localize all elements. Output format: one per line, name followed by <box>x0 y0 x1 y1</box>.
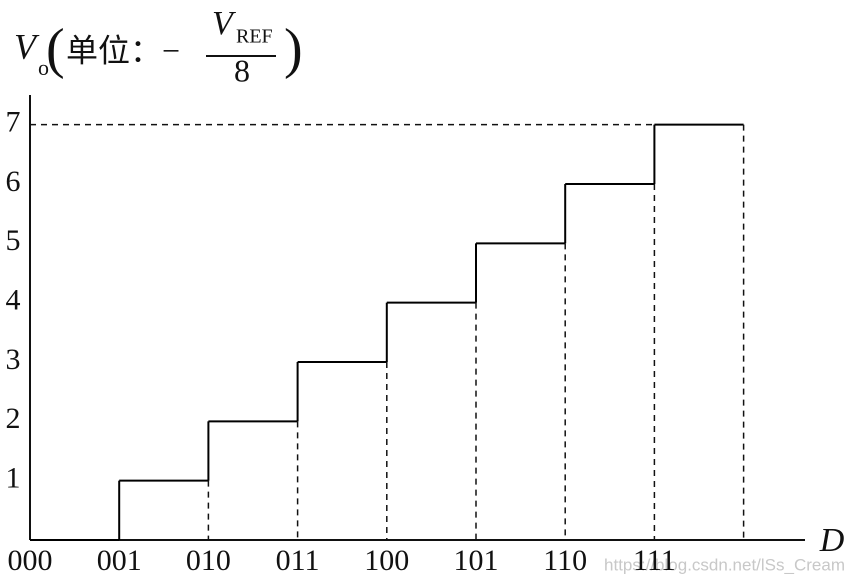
y-label-unit-numerator-subscript: REF <box>236 26 273 48</box>
x-tick-label: 101 <box>454 544 499 577</box>
x-tick-label: 100 <box>364 544 409 577</box>
y-tick-label: 2 <box>6 402 21 435</box>
paren: ) <box>284 18 303 80</box>
x-tick-label: 011 <box>276 544 320 577</box>
x-label: D <box>819 522 845 559</box>
y-label-unit-denominator: 8 <box>234 52 250 88</box>
y-tick-label: 7 <box>6 106 21 139</box>
x-tick-label: 001 <box>97 544 142 577</box>
y-tick-label: 1 <box>6 462 21 495</box>
y-label-unit-prefix: 单位：− <box>66 32 180 68</box>
y-tick-label: 4 <box>6 284 21 317</box>
y-label-symbol: V <box>14 26 40 66</box>
x-tick-label: 000 <box>8 544 53 577</box>
y-tick-label: 5 <box>6 224 21 257</box>
y-tick-label: 6 <box>6 165 21 198</box>
y-label-subscript: o <box>38 55 49 80</box>
x-tick-label: 111 <box>633 544 676 577</box>
x-tick-label: 110 <box>543 544 587 577</box>
x-tick-label: 010 <box>186 544 231 577</box>
y-tick-label: 3 <box>6 343 21 376</box>
paren: ( <box>46 18 65 80</box>
watermark: https://blog.csdn.net/lSs_Cream <box>604 555 845 574</box>
